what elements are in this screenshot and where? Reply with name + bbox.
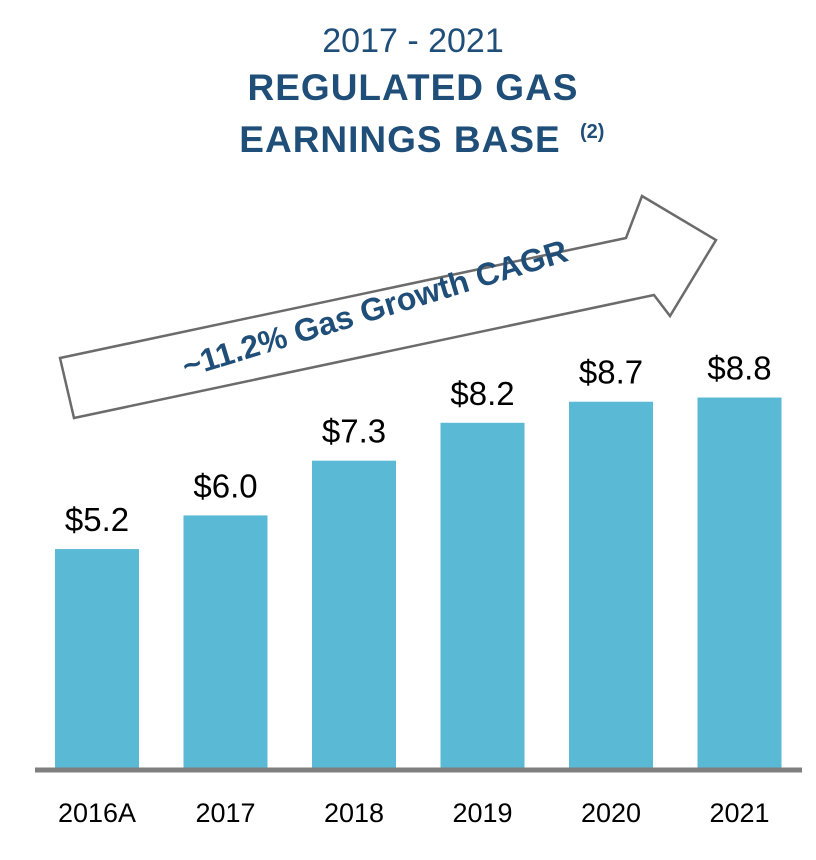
- bar-value-labels: $5.2 $6.0 $7.3 $8.2 $8.7 $8.8: [65, 350, 772, 539]
- bar-value-label: $8.2: [450, 375, 514, 412]
- bar-value-label: $8.7: [579, 354, 643, 391]
- growth-arrow-shape: [58, 194, 718, 420]
- bar-2017: [183, 515, 268, 768]
- category-label: 2018: [324, 798, 384, 828]
- category-label: 2016A: [58, 798, 136, 828]
- category-label: 2019: [452, 798, 512, 828]
- bar-value-label: $6.0: [193, 467, 257, 504]
- bar-value-label: $5.2: [65, 501, 129, 538]
- bar-2016A: [55, 549, 139, 768]
- bar-series: [55, 397, 782, 768]
- category-label: 2020: [581, 798, 641, 828]
- bar-value-label: $7.3: [322, 413, 386, 450]
- bar-2019: [440, 422, 525, 768]
- chart-title-line1: REGULATED GAS: [248, 67, 579, 108]
- category-label: 2021: [709, 798, 769, 828]
- category-label: 2017: [195, 798, 255, 828]
- bar-2020: [569, 401, 653, 768]
- chart-year-range: 2017 - 2021: [322, 22, 504, 60]
- bar-2021: [697, 397, 782, 768]
- category-labels: 2016A 2017 2018 2019 2020 2021: [58, 798, 770, 828]
- chart-title-line2: EARNINGS BASE: [239, 119, 560, 160]
- bar-2018: [312, 460, 396, 768]
- bar-value-label: $8.8: [707, 350, 771, 387]
- chart-title-footnote: (2): [580, 121, 604, 143]
